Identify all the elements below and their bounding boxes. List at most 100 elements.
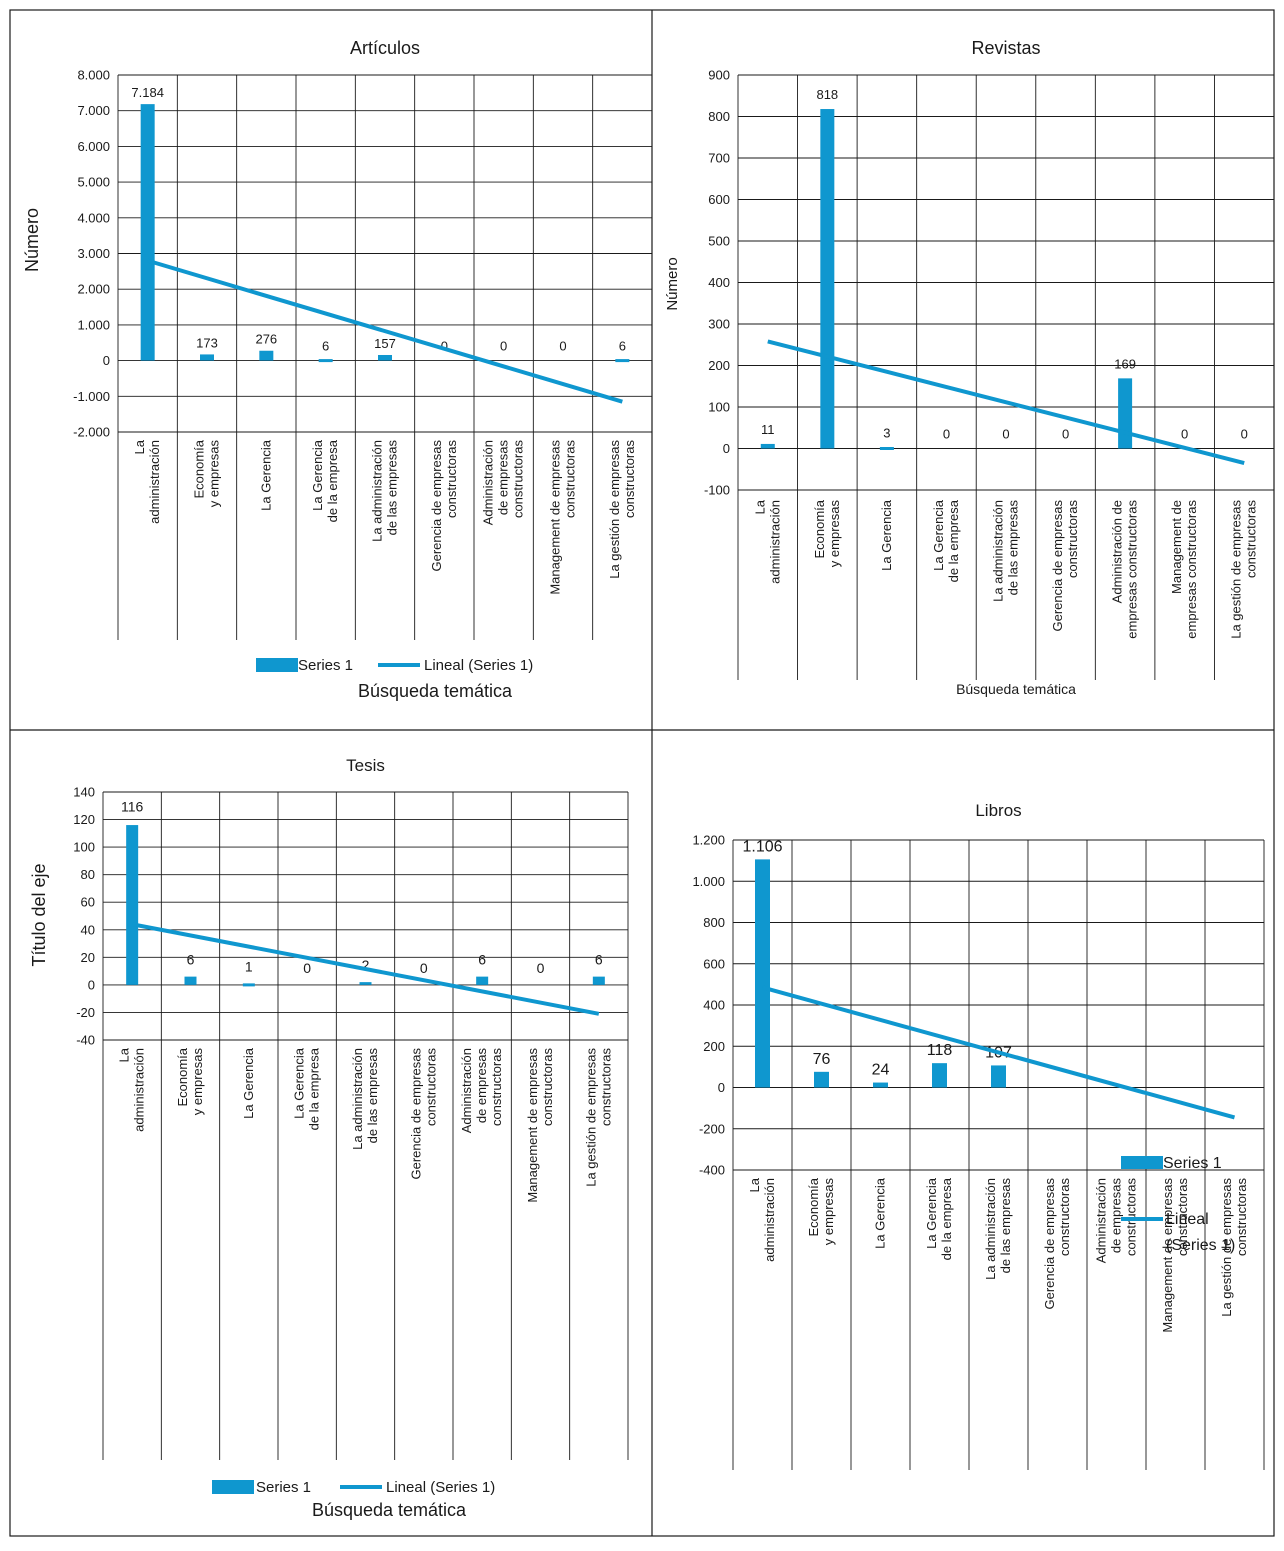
chart-title: Artículos <box>350 38 420 58</box>
category-label-line: Economía <box>175 1047 190 1106</box>
y-tick-label: 800 <box>708 109 730 124</box>
category-label-line: La Gerencia <box>931 499 946 571</box>
y-tick-label: 80 <box>81 867 95 882</box>
data-label: 0 <box>441 339 448 354</box>
y-tick-label: 400 <box>708 275 730 290</box>
chart-libros: Libros 1.200 1.000 800 600 400 200 0 -200 -400 1.1… <box>692 801 1265 1470</box>
bar <box>259 350 274 361</box>
category-label-line: de la empresa <box>939 1177 954 1260</box>
legend-bar-swatch <box>212 1480 254 1494</box>
chart-title: Tesis <box>346 756 385 775</box>
category-label-line: La Gerencia <box>873 1177 888 1249</box>
category-label-line: de las empresas <box>365 1048 380 1144</box>
category-label-line: constructoras <box>1244 500 1259 579</box>
bar <box>879 447 894 450</box>
category-label-line: de la empresa <box>325 439 340 522</box>
category-label: La Gerenciade la empresa <box>931 499 961 582</box>
figure-border <box>9 9 1275 1537</box>
category-label-line: La Gerencia <box>258 439 273 511</box>
category-label: La gestión de empresasconstructoras <box>1219 1178 1249 1317</box>
y-tick-label: 500 <box>708 234 730 249</box>
y-tick-label: 1.200 <box>692 833 725 848</box>
y-axis-title: Número <box>22 208 42 272</box>
y-tick-label: 0 <box>718 1080 725 1095</box>
category-label-line: y empresas <box>207 440 222 508</box>
category-label: Economíay empresas <box>806 1177 836 1245</box>
category-label-line: y empresas <box>821 1178 836 1246</box>
chart-revistas: Revistas9008007006005004003002001000-100… <box>664 38 1275 697</box>
bar <box>1118 378 1133 449</box>
y-tick-label: 200 <box>708 358 730 373</box>
data-label: 2 <box>362 957 370 973</box>
bar <box>820 109 835 449</box>
data-label: 0 <box>537 960 545 976</box>
category-label-line: y empresas <box>190 1048 205 1116</box>
bar <box>991 1065 1006 1088</box>
category-label-line: constructoras <box>444 440 459 519</box>
chart-articulos: Artículos 8.000 7.000 6.000 5.000 4.000 3.000 2… <box>22 38 653 701</box>
category-label-line: administración <box>132 1048 147 1132</box>
y-tick-label: 1.000 <box>692 874 725 889</box>
x-axis-title: Búsqueda temática <box>956 681 1076 697</box>
category-label-line: constructoras <box>1065 500 1080 579</box>
legend-bar-label: Series 1 <box>1163 1155 1222 1172</box>
bar <box>615 359 630 363</box>
category-label-line: Economía <box>806 1177 821 1236</box>
data-label: 818 <box>816 87 838 102</box>
data-label: 276 <box>255 332 277 347</box>
category-label: Administraciónde empresasconstructoras <box>459 1048 504 1134</box>
category-label-line: de las empresas <box>998 1178 1013 1274</box>
category-label-line: de las empresas <box>385 440 400 536</box>
category-label: La Gerencia <box>879 499 894 571</box>
bar <box>126 825 139 985</box>
y-tick-label: 2.000 <box>77 282 110 297</box>
category-label: La administraciónde las empresas <box>350 1048 380 1150</box>
category-label-line: constructoras <box>598 1048 613 1127</box>
category-label: La gestión de empresasconstructoras <box>583 1048 613 1187</box>
category-label-line: La <box>117 1047 132 1062</box>
category-label-line: constructoras <box>1234 1178 1249 1257</box>
category-label-line: administración <box>767 500 782 584</box>
data-label: 0 <box>943 427 950 442</box>
category-label: Management deempresas constructoras <box>1169 500 1199 639</box>
data-label: 0 <box>1241 427 1248 442</box>
y-tick-label: 600 <box>703 956 725 971</box>
category-label: La Gerencia <box>873 1177 888 1249</box>
category-label-line: La <box>752 499 767 514</box>
data-label: 169 <box>1114 356 1136 371</box>
category-label-line: Management de empresas <box>525 1048 540 1203</box>
category-label: Management de empresasconstructoras <box>1160 1178 1190 1333</box>
bar <box>200 354 214 361</box>
category-label: La administraciónde las empresas <box>370 440 400 542</box>
chart-title: Revistas <box>971 38 1040 58</box>
y-tick-label: 6.000 <box>77 139 110 154</box>
x-axis-title: Búsqueda temática <box>358 681 513 701</box>
y-tick-label: 120 <box>73 812 95 827</box>
y-tick-label: 800 <box>703 915 725 930</box>
category-label-line: Management de empresas <box>548 440 563 595</box>
category-label-line: Economía <box>192 439 207 498</box>
bar <box>476 976 489 985</box>
data-label: 11 <box>761 422 775 437</box>
y-tick-label: 900 <box>708 68 730 83</box>
y-tick-label: 400 <box>703 998 725 1013</box>
category-label-line: Management de empresas <box>1160 1178 1175 1333</box>
x-axis-title: Búsqueda temática <box>312 1500 467 1520</box>
bar <box>592 976 605 985</box>
y-tick-label: 100 <box>708 400 730 415</box>
category-label-line: Gerencia de empresas <box>408 1048 423 1180</box>
category-label-line: constructoras <box>423 1048 438 1127</box>
category-label-line: de empresas <box>496 440 511 516</box>
data-label: 6 <box>619 339 626 354</box>
category-label-line: Gerencia de empresas <box>429 440 444 572</box>
category-label: Laadministración <box>752 499 782 584</box>
bar <box>932 1063 947 1088</box>
category-label: Management de empresasconstructoras <box>525 1048 555 1203</box>
category-label-line: La gestión de empresas <box>583 1048 598 1187</box>
category-label-line: administración <box>762 1178 777 1262</box>
category-label-line: La gestión de empresas <box>1219 1178 1234 1317</box>
category-label: Gerencia de empresasconstructoras <box>1050 500 1080 632</box>
y-tick-label: 4.000 <box>77 210 110 225</box>
y-tick-label: -100 <box>704 483 730 498</box>
y-tick-label: -2.000 <box>73 425 110 440</box>
